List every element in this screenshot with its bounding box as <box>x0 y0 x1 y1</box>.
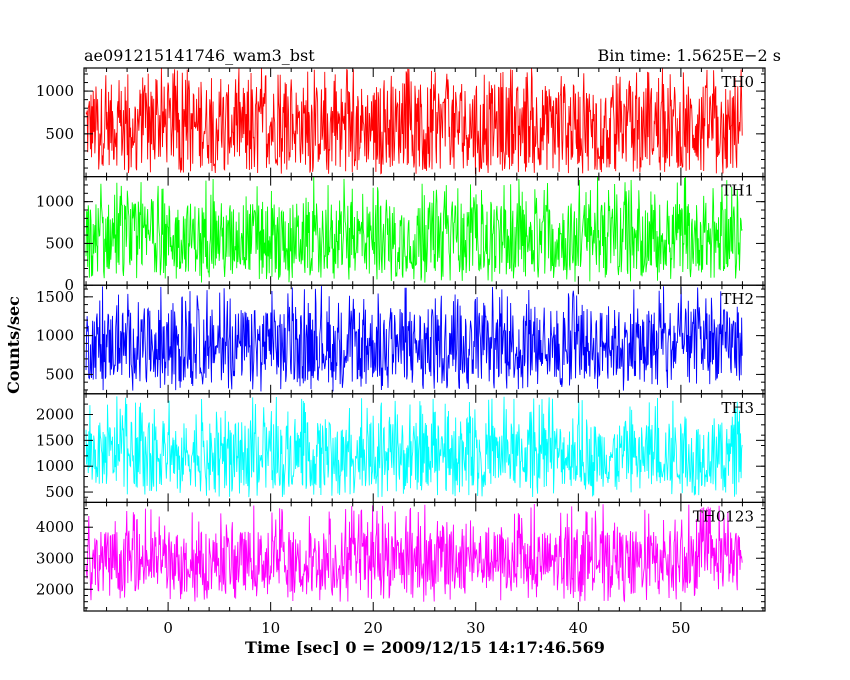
y-tick-label: 0 <box>64 276 74 294</box>
y-tick-label: 3000 <box>36 549 74 567</box>
chart-title: ae091215141746_wam3_bst <box>84 46 315 65</box>
series-line-th3 <box>85 396 743 498</box>
series-line-th0 <box>85 68 743 175</box>
x-tick-label: 40 <box>569 619 588 637</box>
y-tick-label: 500 <box>45 125 74 143</box>
x-axis-label: Time [sec] 0 = 2009/12/15 14:17:46.569 <box>245 638 605 657</box>
panel-label-th0: TH0 <box>721 73 754 91</box>
x-tick-label: 30 <box>466 619 485 637</box>
y-tick-label: 1500 <box>36 431 74 449</box>
x-tick-label: 20 <box>364 619 383 637</box>
panel-th0: 500 1000 TH0 <box>36 67 766 178</box>
y-tick-label: 2000 <box>36 405 74 423</box>
y-tick-label: 1000 <box>36 457 74 475</box>
y-tick-label: 1000 <box>36 193 74 211</box>
panel-th3: 500 1000 1500 2000 TH3 <box>36 393 766 503</box>
y-tick-label: 2000 <box>36 580 74 598</box>
panel-th2: 500 1000 1500 TH2 <box>36 284 766 395</box>
y-tick-label: 1500 <box>36 288 74 306</box>
panel-label-th0123: TH0123 <box>693 507 754 525</box>
panel-label-th1: TH1 <box>721 182 754 200</box>
y-axis-label: Counts/sec <box>4 296 23 394</box>
panel-label-th3: TH3 <box>721 399 754 417</box>
x-tick-label: 10 <box>261 619 280 637</box>
series-line-th1 <box>85 176 743 283</box>
bin-time-label: Bin time: 1.5625E−2 s <box>598 46 781 65</box>
y-tick-label: 500 <box>45 234 74 252</box>
y-tick-label: 1000 <box>36 327 74 345</box>
y-tick-label: 500 <box>45 483 74 501</box>
y-tick-label: 1000 <box>36 82 74 100</box>
series-line-th0123 <box>85 504 743 603</box>
panel-label-th2: TH2 <box>721 290 754 308</box>
panel-frame-th0123 <box>83 501 766 612</box>
series-line-th2 <box>85 286 743 392</box>
panel-th1: 0 500 1000 TH1 <box>36 176 766 294</box>
y-tick-label: 4000 <box>36 518 74 536</box>
panel-th0123: 2000 3000 4000 TH0123 <box>36 501 766 612</box>
x-tick-label: 0 <box>163 619 173 637</box>
y-tick-label: 500 <box>45 365 74 383</box>
x-tick-label: 50 <box>671 619 690 637</box>
